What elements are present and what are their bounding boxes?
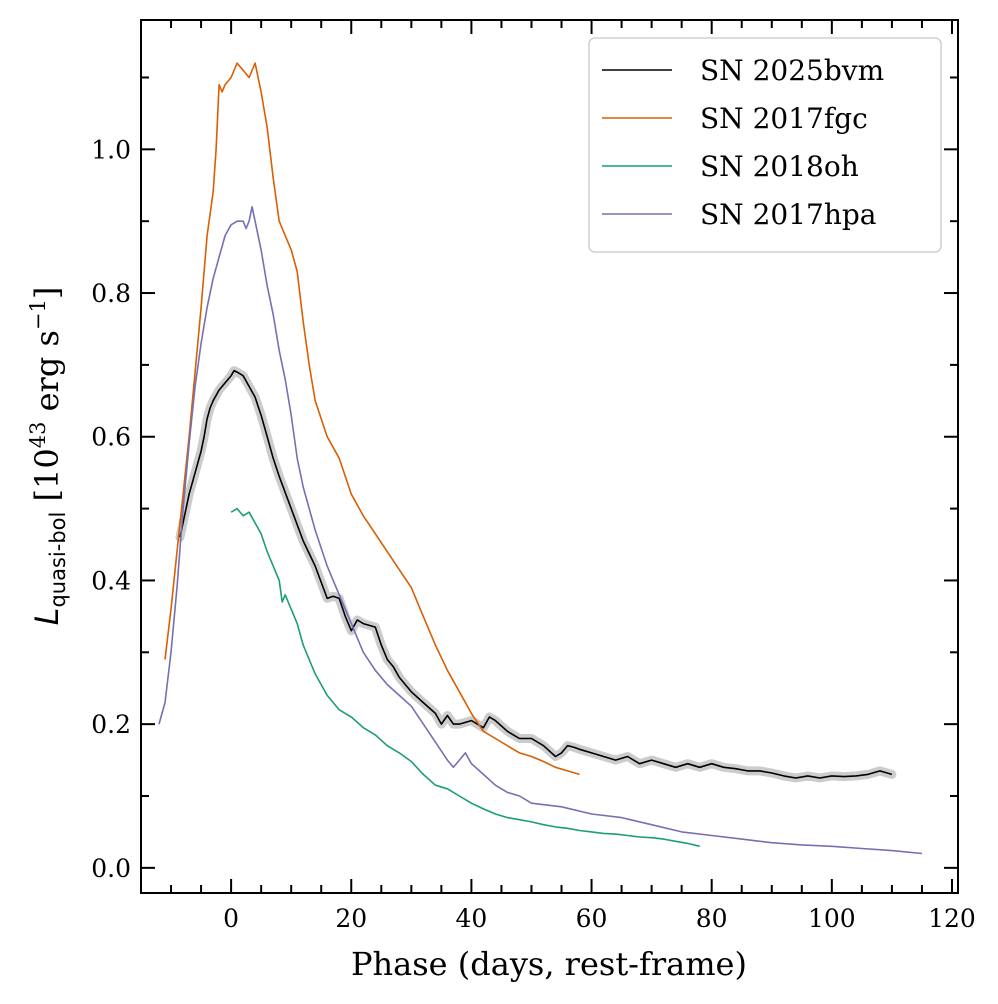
plot-area [158, 62, 923, 855]
x-tick-label: 80 [696, 904, 728, 933]
legend-label: SN 2017hpa [700, 198, 877, 231]
y-label-units-mid: erg s [28, 330, 66, 421]
x-tick-label: 40 [455, 904, 487, 933]
y-label-main: L [28, 608, 66, 626]
series-line-2 [230, 507, 700, 848]
y-tick-label: 0.0 [91, 854, 131, 883]
x-tick-label: 0 [223, 904, 239, 933]
y-tick-label: 0.2 [91, 710, 131, 739]
series-line-1 [164, 62, 580, 776]
y-tick-label: 0.4 [91, 566, 131, 595]
legend: SN 2025bvm SN 2017fgc SN 2018oh SN 2017hpa [588, 37, 942, 253]
ticks: 0 20 40 60 80 100 120 0.0 0.2 0.4 0.6 0.8 1.0 [91, 20, 976, 933]
legend-label: SN 2017fgc [700, 102, 868, 135]
series-line-0 [179, 369, 893, 779]
x-tick-label: 100 [808, 904, 856, 933]
y-tick-label: 0.8 [91, 279, 131, 308]
x-tick-label: 60 [576, 904, 608, 933]
y-label-units-exp: 43 [26, 422, 50, 449]
y-tick-label: 1.0 [91, 135, 131, 164]
legend-label: SN 2025bvm [700, 54, 884, 87]
y-label-units-open: [10 [28, 448, 66, 511]
y-tick-label: 0.6 [91, 423, 131, 452]
y-label-units-close: ] [28, 287, 66, 299]
series-line-3 [158, 206, 923, 855]
x-tick-label: 20 [335, 904, 367, 933]
x-axis-label: Phase (days, rest-frame) [351, 945, 747, 983]
x-tick-label: 120 [928, 904, 976, 933]
y-axis-label: Lquasi-bol [1043 erg s−1] [26, 287, 70, 626]
plot-frame [140, 19, 959, 894]
legend-box [588, 37, 942, 253]
legend-label: SN 2018oh [700, 150, 859, 183]
y-label-subscript: quasi-bol [46, 512, 70, 608]
y-label-units-exp2: −1 [26, 299, 50, 330]
